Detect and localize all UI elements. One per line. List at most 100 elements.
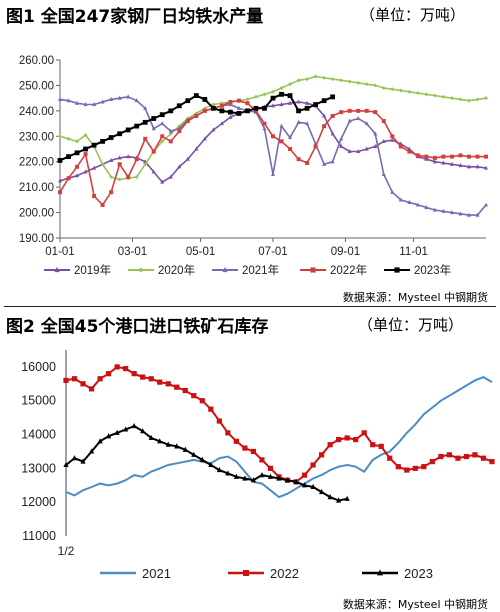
chart1-point-2021年 [424,204,429,210]
chart2-point-2022 [140,374,146,380]
chart1-point-2020年 [58,134,62,139]
chart2-point-2022 [182,387,188,394]
chart2-point-2023 [276,475,282,481]
chart1-legend-item-2: 2021年 [212,263,279,277]
chart1-point-2020年 [100,162,105,167]
chart1-y-tick-label: 210.00 [19,182,54,194]
chart1-point-2023年 [117,131,123,137]
chart1-point-2022年 [177,129,182,134]
chart1-point-2022年 [100,202,105,207]
chart2-point-2022 [446,452,452,458]
chart1-point-2019年 [296,99,301,104]
chart1-point-2020年 [134,174,139,179]
chart2-point-2023 [225,470,231,476]
chart2-point-2022 [455,455,461,461]
chart1-point-2022年 [313,144,318,149]
chart1-point-2019年 [424,156,429,161]
chart2-legend-label: 2022 [270,566,299,581]
chart1-point-2022年 [58,190,62,195]
chart1-point-2020年 [432,93,437,98]
chart1-point-2019年 [202,136,207,141]
chart2-point-2022 [199,398,205,404]
chart2-legend-item-0: 2021 [100,566,171,581]
chart1-point-2019年 [381,138,386,143]
chart2-point-2023 [106,433,112,439]
chart1-point-2019年 [484,165,488,170]
chart1-legend-label: 2022年 [330,263,367,277]
chart1-point-2020年 [288,82,293,87]
chart1-point-2019年 [356,149,361,154]
chart2-point-2022 [250,448,257,455]
chart2-point-2023 [293,478,299,484]
chart1-point-2020年 [279,85,284,90]
chart1-point-2019年 [271,103,275,108]
chart1-point-2023年 [151,116,157,121]
chart1-point-2021年 [356,115,361,121]
chart1-point-2019年 [168,174,173,179]
chart1-x-tick-label: 11-01 [399,246,428,258]
chart1-point-2022年 [228,99,233,104]
chart1-point-2023年 [185,98,191,104]
chart2-point-2022 [421,464,427,470]
chart2-point-2023 [97,438,103,444]
chart1-point-2022年 [66,176,71,181]
chart2-point-2022 [404,467,410,473]
chart2-point-2023 [71,455,78,461]
chart1-y-tick-label: 250.00 [19,80,54,92]
chart2-point-2022 [267,465,274,471]
chart1-point-2023年 [193,93,199,98]
chart1-point-2023年 [304,105,310,111]
chart1-point-2022年 [381,119,386,124]
chart1-point-2019年 [109,157,114,163]
chart1-point-2022年 [339,110,344,115]
chart2-point-2023 [301,482,308,488]
chart2-point-2023 [123,426,129,432]
chart2-legend-marker [243,570,249,576]
chart2-point-2023 [267,473,274,479]
chart2-point-2022 [370,442,376,448]
chart1-point-2023年 [219,108,225,114]
chart1-point-2023年 [57,158,63,163]
chart1-point-2021年 [398,197,403,202]
chart1-point-2020年 [475,97,480,102]
chart1-point-2020年 [109,174,114,179]
chart1-point-2022年 [253,108,258,113]
chart1-legend-label: 2019年 [74,263,111,277]
chart1-point-2022年 [117,162,122,167]
chart2-point-2022 [472,452,478,458]
chart1-x-tick-label: 01-01 [45,246,74,258]
chart1-point-2023年 [108,135,114,140]
chart1-point-2023年 [313,102,318,107]
chart1-point-2020年 [262,92,267,97]
chart1-point-2019年 [441,160,446,165]
chart1-point-2023年 [134,123,140,129]
chart1-point-2023年 [228,109,233,115]
chart2-legend-item-2: 2023 [362,566,433,581]
chart1-point-2019年 [83,169,88,174]
chart1-point-2022年 [424,154,429,159]
chart1-point-2021年 [330,159,335,164]
chart2-point-2022 [88,386,95,392]
chart2-y-tick-label: 15000 [21,394,56,408]
chart2-point-2023 [242,475,248,481]
chart1-point-2022年 [364,108,369,113]
chart1-point-2022年 [466,154,471,159]
chart2-point-2023 [131,422,137,429]
chart1-point-2021年 [373,131,378,136]
chart2-legend-item-1: 2022 [228,566,299,581]
chart1-point-2020年 [458,97,463,102]
chart1-point-2022年 [143,136,148,141]
chart2-y-tick-label: 12000 [21,495,56,509]
chart1-point-2022年 [441,154,446,159]
chart2-series-2023-line [65,424,348,502]
chart1-point-2022年 [236,98,241,103]
chart1-point-2019年 [475,164,480,169]
chart1-point-2022年 [202,108,207,113]
chart2-point-2023 [310,483,316,490]
chart2-y-tick-label: 14000 [21,428,56,442]
chart1-y-tick-label: 200.00 [19,208,54,220]
chart1-point-2023年 [321,98,327,104]
chart1-point-2020年 [83,133,88,138]
chart2-point-2022 [165,381,171,387]
chart1-point-2020年 [305,77,310,82]
